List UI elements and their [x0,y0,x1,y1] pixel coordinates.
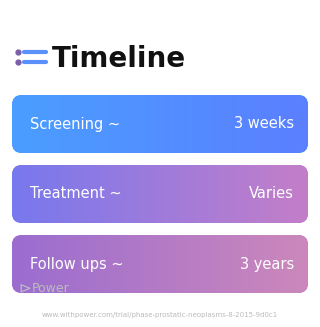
Text: Timeline: Timeline [52,45,186,73]
Text: Screening ~: Screening ~ [30,116,120,131]
Text: Follow ups ~: Follow ups ~ [30,256,124,271]
Text: 3 years: 3 years [240,256,294,271]
Text: Treatment ~: Treatment ~ [30,186,122,201]
FancyBboxPatch shape [12,235,308,293]
Text: Power: Power [32,282,70,295]
Text: 3 weeks: 3 weeks [234,116,294,131]
Text: www.withpower.com/trial/phase-prostatic-neoplasms-8-2015-9d0c1: www.withpower.com/trial/phase-prostatic-… [42,312,278,318]
FancyBboxPatch shape [12,165,308,223]
Text: ⊳: ⊳ [18,281,31,296]
FancyBboxPatch shape [12,95,308,153]
Text: Varies: Varies [249,186,294,201]
